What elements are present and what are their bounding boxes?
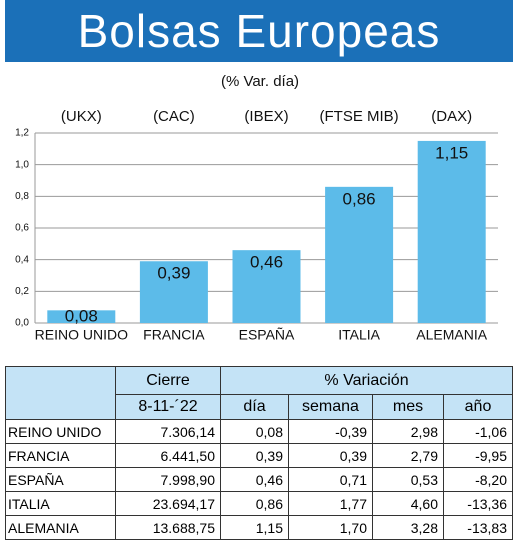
table-cell: 0,39	[288, 443, 373, 468]
x-tick-label: FRANCIA	[143, 327, 205, 343]
table-cell: -9,95	[443, 443, 513, 468]
table-cell: 0,46	[220, 467, 289, 492]
subheader-cell: semana	[288, 394, 373, 420]
index-label: (FTSE MIB)	[320, 108, 399, 125]
value-label: 0,08	[65, 306, 98, 325]
table-cell: -1,06	[443, 419, 513, 444]
subheader-cell: 8-11-´22	[115, 394, 221, 420]
table-row: FRANCIA 6.441,50 0,39 0,39 2,79 -9,95	[5, 443, 513, 468]
table-cell: 4,60	[372, 491, 444, 516]
header-cell: % Variación	[220, 366, 513, 395]
table-cell: 3,28	[372, 515, 444, 540]
table-cell: -13,83	[443, 515, 513, 540]
bar	[232, 250, 301, 323]
table-cell: -0,39	[288, 419, 373, 444]
bar	[47, 310, 116, 323]
y-tick-label: 0,4	[15, 254, 29, 265]
subheader-cell: mes	[372, 394, 444, 420]
index-label: (IBEX)	[244, 108, 288, 125]
y-tick-label: 1,2	[15, 128, 29, 139]
title: Bolsas Europeas	[5, 0, 513, 62]
table-cell: FRANCIA	[5, 443, 116, 468]
table-cell: 2,98	[372, 419, 444, 444]
table-cell: 6.441,50	[115, 443, 221, 468]
table-cell: 13.688,75	[115, 515, 221, 540]
bar	[417, 140, 486, 323]
value-label: 0,39	[157, 264, 190, 283]
table-row: REINO UNIDO 7.306,14 0,08 -0,39 2,98 -1,06	[5, 419, 513, 444]
subheader-cell: año	[443, 394, 513, 420]
table-row: ALEMANIA 13.688,75 1,15 1,70 3,28 -13,83	[5, 515, 513, 540]
y-tick-label: 0,0	[15, 318, 29, 329]
table-cell: 0,39	[220, 443, 289, 468]
value-label: 1,15	[435, 143, 468, 162]
table-cell: REINO UNIDO	[5, 419, 116, 444]
index-label: (CAC)	[153, 108, 195, 125]
subheader-cell: día	[220, 394, 289, 420]
value-label: 0,46	[250, 253, 283, 272]
y-tick-label: 0,2	[15, 286, 29, 297]
table-cell: ITALIA	[5, 491, 116, 516]
value-label: 0,86	[343, 189, 376, 208]
chart: (% Var. día) 0,0 0,2 0,4 0,6 0,8 1,0 1,2 (UKX) 0…	[15, 73, 498, 343]
y-tick-label: 1,0	[15, 159, 29, 170]
table-cell: ESPAÑA	[5, 467, 116, 492]
y-tick-label: 0,6	[15, 223, 29, 234]
table-cell: -13,36	[443, 491, 513, 516]
table-cell: 7.998,90	[115, 467, 221, 492]
table-cell: 7.306,14	[115, 419, 221, 444]
bar	[139, 261, 208, 323]
header-cell: Cierre	[115, 366, 221, 395]
x-tick-label: ALEMANIA	[416, 327, 487, 343]
table-row: Cierre% Variación	[5, 366, 513, 420]
table-row: ITALIA 23.694,17 0,86 1,77 4,60 -13,36	[5, 491, 513, 516]
table-cell: 2,79	[372, 443, 444, 468]
header-cell	[5, 366, 116, 420]
chart-subtitle: (% Var. día)	[221, 73, 299, 90]
table-cell: 1,15	[220, 515, 289, 540]
data-table: Cierre% Variación 8-11-´22 día semana mes año…	[5, 366, 513, 540]
table-row: 8-11-´22 día semana mes año	[6, 394, 513, 420]
x-tick-label: REINO UNIDO	[35, 327, 128, 343]
table-cell: 0,86	[220, 491, 289, 516]
table-cell: 1,77	[288, 491, 373, 516]
table-cell: -8,20	[443, 467, 513, 492]
x-tick-label: ESPAÑA	[239, 327, 295, 343]
index-label: (DAX)	[431, 108, 472, 125]
table-cell: 0,08	[220, 419, 289, 444]
table-cell: ALEMANIA	[5, 515, 116, 540]
y-tick-label: 0,8	[15, 191, 29, 202]
table-cell: 23.694,17	[115, 491, 221, 516]
table-cell: 0,71	[288, 467, 373, 492]
index-label: (UKX)	[61, 108, 102, 125]
table-cell: 0,53	[372, 467, 444, 492]
table-cell: 1,70	[288, 515, 373, 540]
table-row: ESPAÑA 7.998,90 0,46 0,71 0,53 -8,20	[5, 467, 513, 492]
bar	[325, 186, 394, 323]
x-tick-label: ITALIA	[338, 327, 380, 343]
